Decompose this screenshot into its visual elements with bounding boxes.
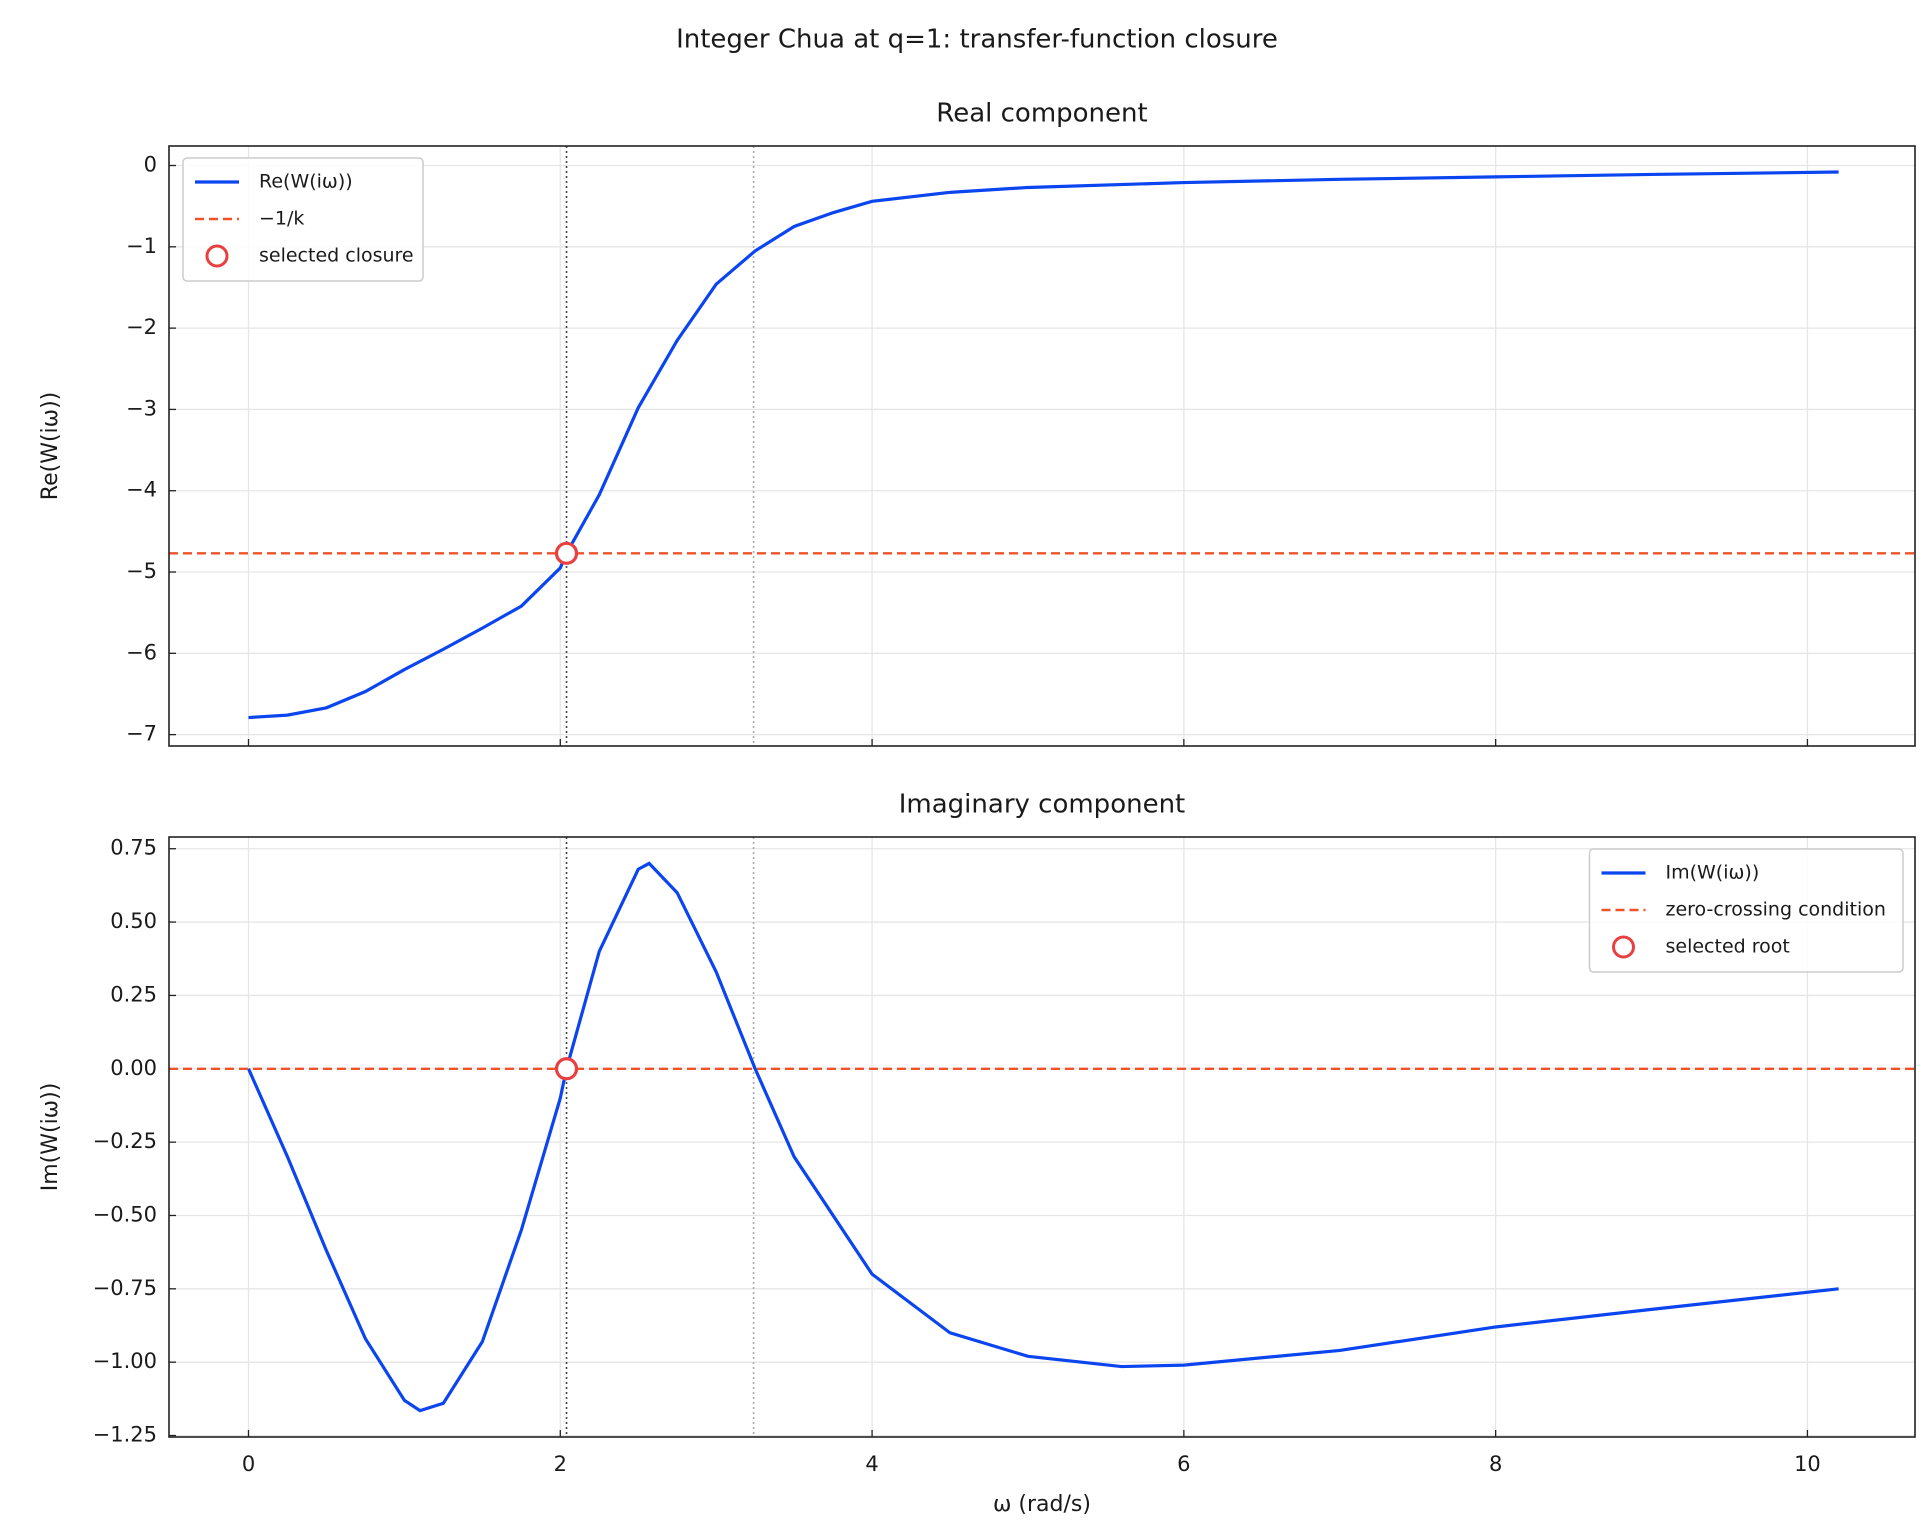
y-axis-label: Re(W(iω)) [38, 392, 63, 500]
y-tick-label: 0.00 [110, 1056, 157, 1080]
subplot-title: Imaginary component [899, 790, 1186, 820]
y-tick-label: −1.00 [93, 1349, 157, 1373]
y-tick-label: −5 [126, 559, 157, 583]
y-tick-label: −6 [126, 640, 157, 664]
x-tick-label: 8 [1489, 1452, 1502, 1476]
legend-label: Re(W(iω)) [259, 171, 353, 193]
data-line [247, 861, 1839, 1413]
x-axis-label: ω (rad/s) [993, 1492, 1091, 1517]
y-tick-label: −1 [126, 234, 157, 258]
subplot-title: Real component [936, 99, 1147, 129]
marker [554, 541, 579, 565]
x-tick-label: 2 [554, 1452, 567, 1476]
figure-title: Integer Chua at q=1: transfer-function c… [676, 25, 1278, 55]
legend-box [1588, 848, 1904, 973]
axes-frame [168, 145, 1916, 747]
y-tick-label: 0 [144, 153, 157, 177]
axes-frame [168, 836, 1916, 1438]
y-tick-label: −0.25 [93, 1129, 157, 1153]
y-tick-label: 0.50 [110, 909, 157, 933]
legend-label: −1/k [259, 208, 304, 230]
y-tick-label: −4 [126, 478, 157, 502]
x-tick-label: 0 [242, 1452, 255, 1476]
legend-marker [1612, 935, 1635, 959]
legend-label: Im(W(iω)) [1666, 862, 1760, 884]
y-tick-label: 0.25 [110, 982, 157, 1006]
x-tick-label: 6 [1177, 1452, 1190, 1476]
data-line [248, 170, 1839, 720]
x-tick-label: 10 [1794, 1452, 1821, 1476]
y-tick-label: −0.75 [93, 1276, 157, 1300]
y-tick-label: 0.75 [110, 836, 157, 860]
marker [554, 1057, 579, 1081]
legend-label: selected root [1666, 936, 1790, 958]
x-tick-label: 4 [865, 1452, 878, 1476]
y-tick-label: −0.50 [93, 1202, 157, 1226]
legend-marker [205, 244, 229, 268]
y-tick-label: −7 [126, 722, 157, 746]
legend-label: zero-crossing condition [1666, 899, 1886, 921]
y-axis-label: Im(W(iω)) [38, 1083, 63, 1192]
y-tick-label: −1.25 [93, 1423, 157, 1447]
legend-label: selected closure [259, 245, 414, 267]
legend-box [182, 157, 424, 282]
y-tick-label: −2 [126, 315, 157, 339]
y-tick-label: −3 [126, 396, 157, 420]
